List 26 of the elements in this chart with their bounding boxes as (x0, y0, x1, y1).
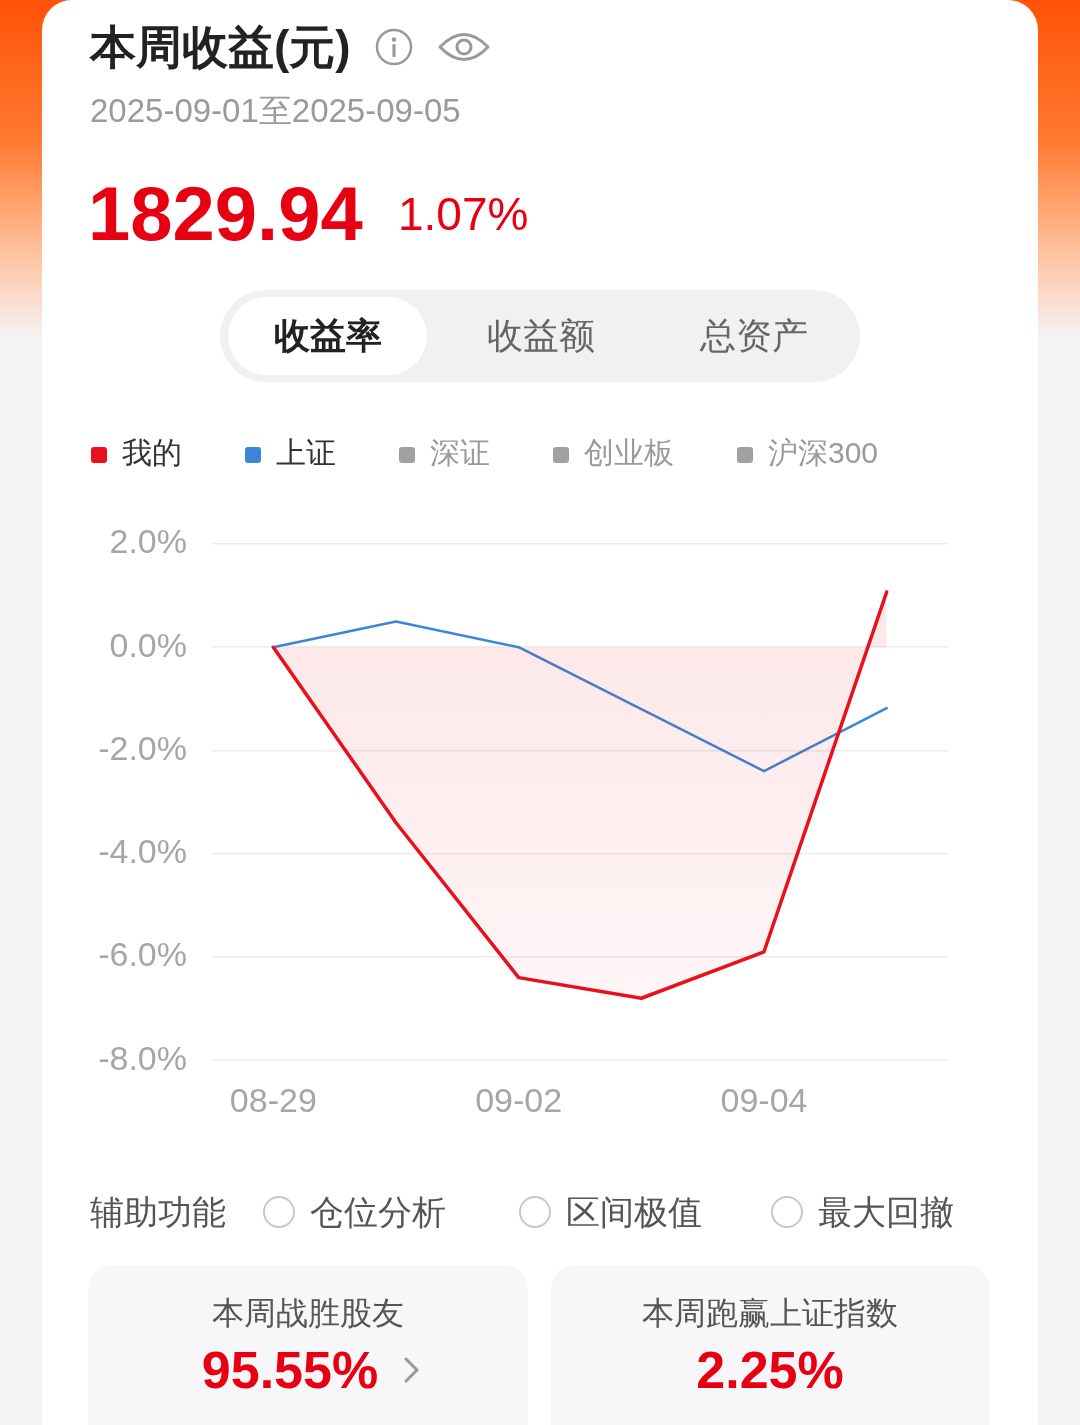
text: 1.07% (398, 188, 529, 240)
y-tick-label: -2.0% (98, 728, 187, 767)
legend-label: 上证 (276, 436, 336, 470)
legend-label: 深证 (430, 436, 490, 470)
text: 本周跑赢上证指数 (642, 1295, 898, 1331)
y-tick-label: 2.0% (109, 522, 187, 561)
chart-title: 本周收益(元) (90, 21, 351, 73)
x-tick-label: 09-02 (475, 1080, 563, 1119)
y-tick-label: 0.0% (109, 625, 187, 664)
y-tick-label: -8.0% (98, 1038, 187, 1077)
text: 仓位分析 (310, 1193, 446, 1231)
text: 最大回撤 (818, 1193, 954, 1231)
text: 1829.94 (88, 171, 363, 256)
text: 2.25% (696, 1341, 844, 1399)
x-tick-label: 09-04 (720, 1080, 808, 1119)
legend-label: 沪深300 (768, 436, 879, 470)
text: 辅助功能 (90, 1193, 226, 1231)
y-tick-label: -6.0% (98, 935, 187, 974)
chart-subtitle: 2025-09-01至2025-09-05 (90, 91, 461, 129)
y-tick-label: -4.0% (98, 832, 187, 871)
legend-label: 创业板 (584, 436, 674, 470)
text: 本周战胜股友 (212, 1295, 404, 1331)
text: 区间极值 (566, 1193, 702, 1231)
legend-label: 我的 (122, 436, 182, 470)
text: 95.55% (201, 1341, 379, 1399)
x-tick-label: 08-29 (229, 1080, 317, 1119)
